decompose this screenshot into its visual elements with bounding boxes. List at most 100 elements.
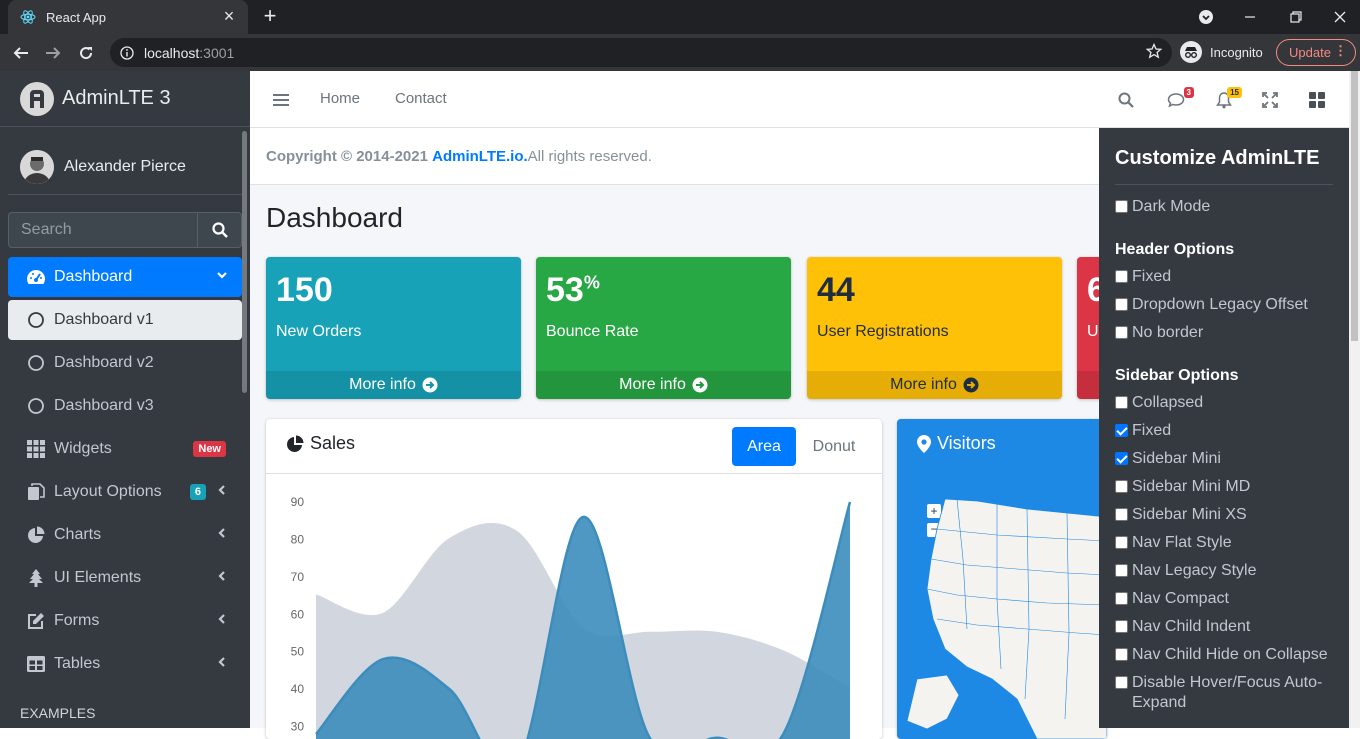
visitors-card: Visitors + − — [897, 419, 1107, 739]
nav-link-contact[interactable]: Contact — [395, 90, 447, 107]
sidebar-scrollbar[interactable] — [242, 131, 247, 393]
nav-link-home[interactable]: Home — [320, 90, 361, 107]
sidebar-item-dashboard[interactable]: Dashboard — [8, 257, 242, 297]
sidebar-item-widgets[interactable]: Widgets New — [8, 429, 242, 469]
circle-icon — [26, 353, 46, 373]
map-marker-icon — [917, 434, 931, 453]
navbar-search-icon[interactable] — [1116, 90, 1136, 110]
address-bar[interactable]: localhost:3001 — [110, 38, 1172, 67]
option-disable-hover-focus-auto-expand[interactable]: Disable Hover/Focus Auto-Expand — [1115, 673, 1333, 713]
checkbox[interactable] — [1115, 536, 1128, 549]
sidebar-search-input[interactable] — [8, 212, 197, 248]
tab-donut[interactable]: Donut — [812, 437, 856, 455]
checkbox[interactable] — [1115, 564, 1128, 577]
footer-link[interactable]: AdminLTE.io. — [432, 147, 528, 165]
checkbox[interactable] — [1115, 452, 1128, 465]
option-collapsed[interactable]: Collapsed — [1115, 393, 1333, 413]
sidebar-item-charts[interactable]: Charts — [8, 515, 242, 555]
option-sidebar-mini-md[interactable]: Sidebar Mini MD — [1115, 477, 1333, 497]
box-value: 150 — [276, 271, 333, 309]
sidebar-search-button[interactable] — [197, 212, 242, 248]
option-label: Fixed — [1132, 268, 1172, 285]
sidebar-item-label: Dashboard v1 — [54, 311, 154, 328]
more-info-link[interactable]: More info — [266, 371, 521, 399]
page-scrollbar[interactable] — [1349, 71, 1360, 728]
header-options-list: Fixed Dropdown Legacy Offset No border — [1115, 267, 1333, 343]
reload-icon[interactable] — [73, 40, 99, 66]
checkbox[interactable] — [1115, 480, 1128, 493]
checkbox[interactable] — [1115, 620, 1128, 633]
restore-icon[interactable] — [1274, 0, 1318, 34]
chevron-left-icon — [216, 483, 228, 501]
control-sidebar-toggle-icon[interactable] — [1307, 90, 1327, 110]
option-dropdown-legacy-offset[interactable]: Dropdown Legacy Offset — [1115, 295, 1333, 315]
sidebar-item-dashboard-v3[interactable]: Dashboard v3 — [8, 386, 242, 426]
back-icon[interactable] — [8, 40, 34, 66]
checkbox[interactable] — [1115, 424, 1128, 437]
checkbox[interactable] — [1115, 200, 1128, 213]
sidebar-item-label: Forms — [54, 612, 100, 629]
zoom-in-button[interactable]: + — [927, 504, 941, 518]
sidebar-item-dashboard-v2[interactable]: Dashboard v2 — [8, 343, 242, 383]
adminlte-logo-icon — [20, 81, 54, 116]
sidebar-item-forms[interactable]: Forms — [8, 601, 242, 641]
checkbox[interactable] — [1115, 592, 1128, 605]
update-button[interactable]: Update ⋮ — [1276, 39, 1356, 66]
option-label: Collapsed — [1132, 394, 1204, 411]
page-scrollbar-thumb[interactable] — [1351, 71, 1358, 341]
more-info-link[interactable]: More info — [807, 371, 1062, 399]
minimize-icon[interactable] — [1228, 0, 1272, 34]
close-window-icon[interactable] — [1318, 0, 1360, 34]
info-icon[interactable] — [120, 45, 134, 60]
messages-icon[interactable]: 3 — [1166, 87, 1194, 110]
user-name[interactable]: Alexander Pierce — [64, 157, 186, 175]
arrow-circle-right-icon — [963, 377, 979, 393]
sidebar-item-label: Layout Options — [54, 483, 162, 500]
option-nav-child-indent[interactable]: Nav Child Indent — [1115, 617, 1333, 637]
sales-card: Sales Area Donut 9080706050403020 — [266, 419, 882, 739]
brand-link[interactable]: AdminLTE 3 — [0, 71, 250, 127]
tab-search-icon[interactable] — [1184, 0, 1228, 34]
more-info-link[interactable]: More info — [536, 371, 791, 399]
sidebar-item-layout-options[interactable]: Layout Options 6 — [8, 472, 242, 512]
checkbox[interactable] — [1115, 676, 1128, 689]
sidebar-item-tables[interactable]: Tables — [8, 644, 242, 684]
fullscreen-icon[interactable] — [1260, 90, 1280, 110]
checkbox[interactable] — [1115, 508, 1128, 521]
tab-area[interactable]: Area — [732, 427, 796, 466]
checkbox[interactable] — [1115, 298, 1128, 311]
new-tab-button[interactable]: + — [263, 3, 277, 28]
option-nav-legacy-style[interactable]: Nav Legacy Style — [1115, 561, 1333, 581]
y-tick-label: 70 — [291, 570, 305, 584]
tree-icon — [26, 568, 46, 588]
more-vert-icon: ⋮ — [1334, 43, 1347, 58]
option-fixed[interactable]: Fixed — [1115, 267, 1333, 287]
sidebar-item-dashboard-v1[interactable]: Dashboard v1 — [8, 300, 242, 340]
chevron-down-icon — [216, 268, 228, 286]
option-fixed[interactable]: Fixed — [1115, 421, 1333, 441]
checkbox[interactable] — [1115, 648, 1128, 661]
checkbox[interactable] — [1115, 326, 1128, 339]
option-dark-mode[interactable]: Dark Mode — [1115, 197, 1333, 217]
option-nav-child-hide-on-collapse[interactable]: Nav Child Hide on Collapse — [1115, 645, 1333, 665]
option-nav-compact[interactable]: Nav Compact — [1115, 589, 1333, 609]
copy-icon — [26, 482, 46, 502]
checkbox[interactable] — [1115, 396, 1128, 409]
option-nav-flat-style[interactable]: Nav Flat Style — [1115, 533, 1333, 553]
close-tab-icon[interactable]: × — [223, 6, 235, 26]
option-no-border[interactable]: No border — [1115, 323, 1333, 343]
small-box-bounce: 53% Bounce Rate More info — [536, 257, 791, 399]
incognito-indicator[interactable]: Incognito — [1180, 39, 1263, 65]
bookmark-star-icon[interactable] — [1145, 42, 1163, 62]
checkbox[interactable] — [1115, 270, 1128, 283]
notifications-bell-icon[interactable]: 15 — [1214, 87, 1242, 110]
forward-icon[interactable] — [40, 40, 66, 66]
sidebar-item-ui-elements[interactable]: UI Elements — [8, 558, 242, 598]
option-sidebar-mini[interactable]: Sidebar Mini — [1115, 449, 1333, 469]
hamburger-menu-icon[interactable] — [271, 90, 291, 110]
box-value: 53% — [546, 271, 600, 309]
sales-area-chart: 9080706050403020 — [291, 495, 852, 739]
option-sidebar-mini-xs[interactable]: Sidebar Mini XS — [1115, 505, 1333, 525]
browser-tab[interactable]: React App × — [8, 0, 248, 34]
user-panel[interactable]: Alexander Pierce — [8, 139, 242, 195]
